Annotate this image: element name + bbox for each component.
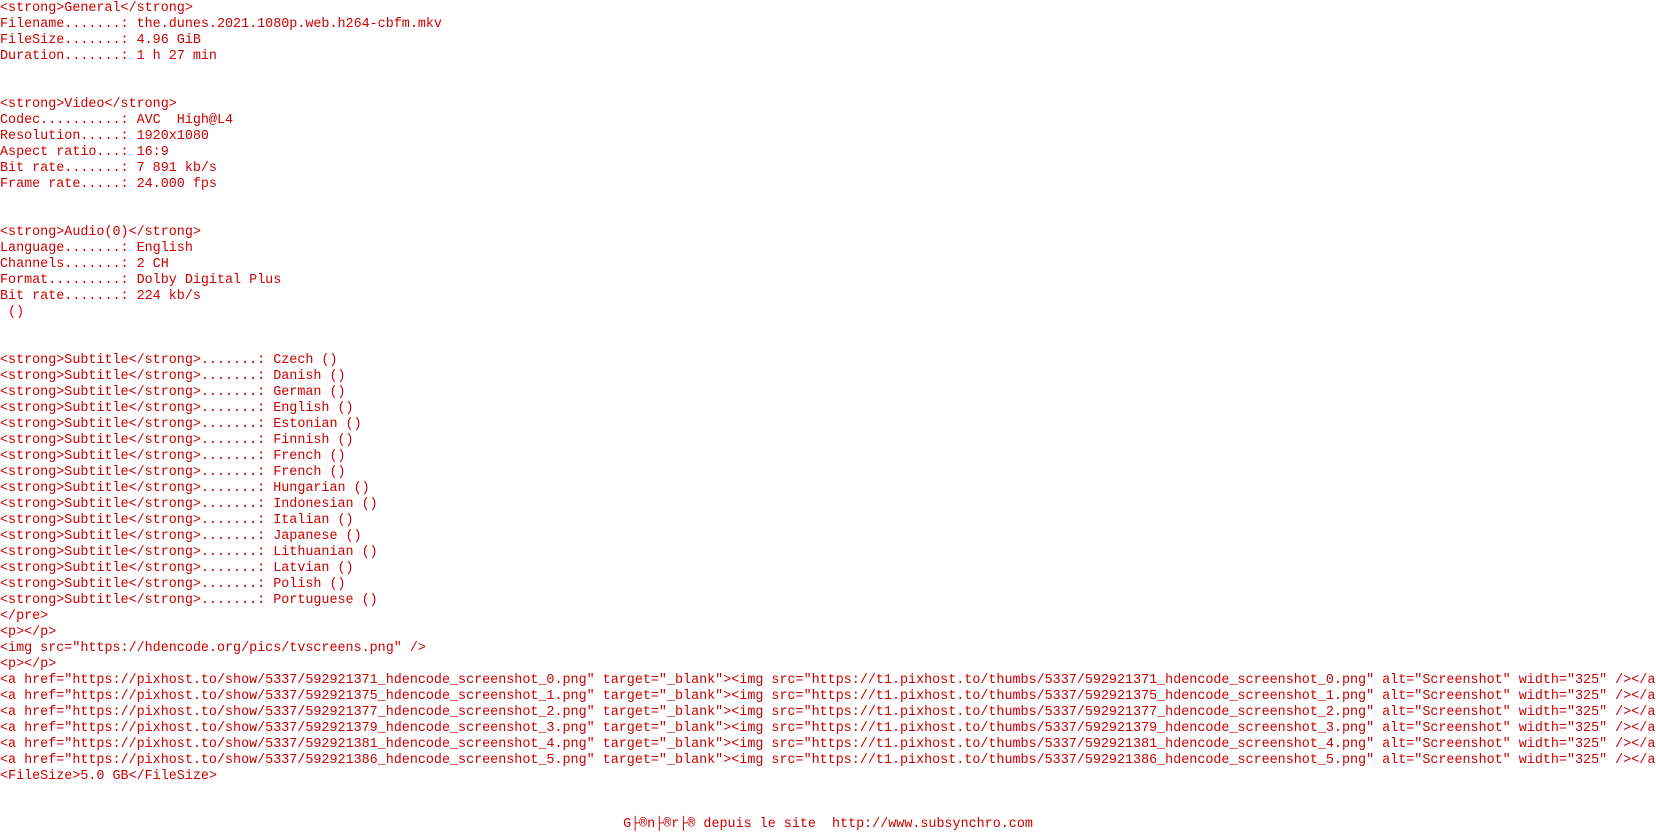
text-line: </pre> (0, 609, 49, 624)
text-line: Bit rate.......: 7 891 kb/s (0, 161, 217, 176)
text-line: Codec..........: AVC High@L4 (0, 113, 234, 128)
text-block: <strong>Subtitle</strong>.......: Czech … (0, 353, 1656, 785)
text-line: Duration.......: 1 h 27 min (0, 49, 217, 64)
text-line: <strong>Subtitle</strong>.......: Hungar… (0, 481, 370, 496)
text-line: <img src="https://hdencode.org/pics/tvsc… (0, 641, 426, 656)
text-line: <a href="https://pixhost.to/show/5337/59… (0, 689, 1656, 704)
text-line: <strong>General</strong> (0, 1, 193, 16)
text-line: Language.......: English (0, 241, 193, 256)
document: <strong>General</strong> Filename.......:… (0, 1, 1656, 785)
text-line: FileSize.......: 4.96 GiB (0, 33, 201, 48)
footer: G├®n├®r├® depuis le site http://www.subs… (623, 817, 1033, 832)
text-line: Bit rate.......: 224 kb/s (0, 289, 201, 304)
text-line: <strong>Subtitle</strong>.......: Japane… (0, 529, 362, 544)
text-line: <a href="https://pixhost.to/show/5337/59… (0, 737, 1656, 752)
text-line: <a href="https://pixhost.to/show/5337/59… (0, 721, 1656, 736)
text-line: <strong>Subtitle</strong>.......: Czech … (0, 353, 338, 368)
text-line: <strong>Subtitle</strong>.......: Latvia… (0, 561, 354, 576)
text-line: <a href="https://pixhost.to/show/5337/59… (0, 753, 1656, 768)
text-line: <strong>Subtitle</strong>.......: Englis… (0, 401, 354, 416)
text-line: () (0, 305, 25, 320)
text-line: <strong>Audio(0)</strong> (0, 225, 201, 240)
text-line: Frame rate.....: 24.000 fps (0, 177, 217, 192)
text-line: <strong>Subtitle</strong>.......: French… (0, 465, 346, 480)
text-line: <p></p> (0, 657, 57, 672)
text-line: <strong>Subtitle</strong>.......: Portug… (0, 593, 378, 608)
text-line: <strong>Subtitle</strong>.......: Indone… (0, 497, 378, 512)
text-line: <a href="https://pixhost.to/show/5337/59… (0, 705, 1656, 720)
text-line: <strong>Subtitle</strong>.......: Italia… (0, 513, 354, 528)
text-line: <strong>Video</strong> (0, 97, 177, 112)
text-line: <a href="https://pixhost.to/show/5337/59… (0, 673, 1656, 688)
text-block: <strong>General</strong> Filename.......:… (0, 1, 1656, 65)
text-line: <strong>Subtitle</strong>.......: Danish… (0, 369, 346, 384)
text-line: Channels.......: 2 CH (0, 257, 169, 272)
text-line: Aspect ratio...: 16:9 (0, 145, 169, 160)
text-line: <strong>Subtitle</strong>.......: German… (0, 385, 346, 400)
text-line: <strong>Subtitle</strong>.......: Estoni… (0, 417, 362, 432)
text-block: <strong>Audio(0)</strong> Language.......… (0, 225, 1656, 321)
text-line: Format.........: Dolby Digital Plus (0, 273, 282, 288)
text-line: <strong>Subtitle</strong>.......: French… (0, 449, 346, 464)
text-line: <strong>Subtitle</strong>.......: Finnis… (0, 433, 354, 448)
text-line: <p></p> (0, 625, 57, 640)
text-line: <strong>Subtitle</strong>.......: Polish… (0, 577, 346, 592)
text-line: <FileSize>5.0 GB</FileSize> (0, 769, 217, 784)
text-line: <strong>Subtitle</strong>.......: Lithua… (0, 545, 378, 560)
text-block: <strong>Video</strong> Codec..........: A… (0, 97, 1656, 193)
text-line: Filename.......: the.dunes.2021.1080p.we… (0, 17, 442, 32)
text-line: Resolution.....: 1920x1080 (0, 129, 209, 144)
